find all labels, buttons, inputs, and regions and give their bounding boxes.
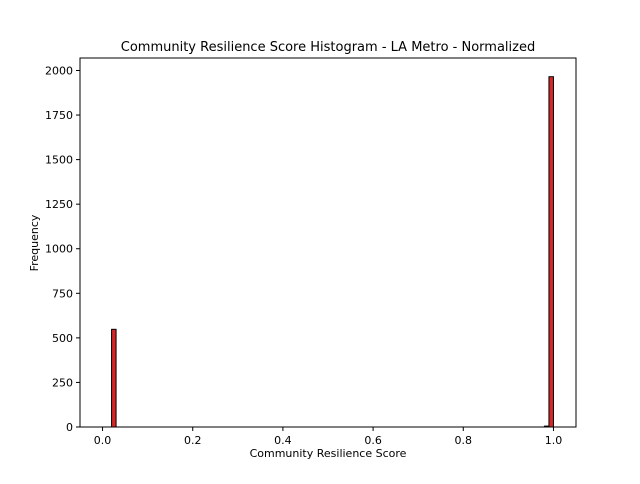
x-tick-label: 0.2 — [184, 434, 202, 447]
histogram-bar-0 — [111, 328, 117, 428]
x-tick-label: 0.8 — [455, 434, 473, 447]
histogram-bar-2 — [548, 76, 554, 428]
x-tick-label: 0.4 — [274, 434, 292, 447]
y-tick-label: 500 — [52, 332, 73, 345]
y-tick-label: 1000 — [45, 243, 73, 256]
y-tick-label: 0 — [66, 421, 73, 434]
x-tick-label: 0.6 — [364, 434, 382, 447]
y-axis-label: Frequency — [28, 214, 41, 271]
chart-title: Community Resilience Score Histogram - L… — [121, 40, 535, 55]
y-tick-label: 1500 — [45, 154, 73, 167]
plot-frame — [79, 57, 577, 428]
x-tick-label: 1.0 — [545, 434, 563, 447]
y-tick-label: 2000 — [45, 64, 73, 77]
x-tick-label: 0.0 — [94, 434, 112, 447]
x-axis-label: Community Resilience Score — [250, 447, 407, 460]
y-tick-label: 750 — [52, 287, 73, 300]
y-tick-label: 1750 — [45, 109, 73, 122]
axes-layer: 0.0 0.2 0.4 0.6 0.8 1.0 0 250 500 750 1000 1250 1500… — [45, 57, 577, 447]
y-tick-label: 1250 — [45, 198, 73, 211]
y-tick-label: 250 — [52, 376, 73, 389]
